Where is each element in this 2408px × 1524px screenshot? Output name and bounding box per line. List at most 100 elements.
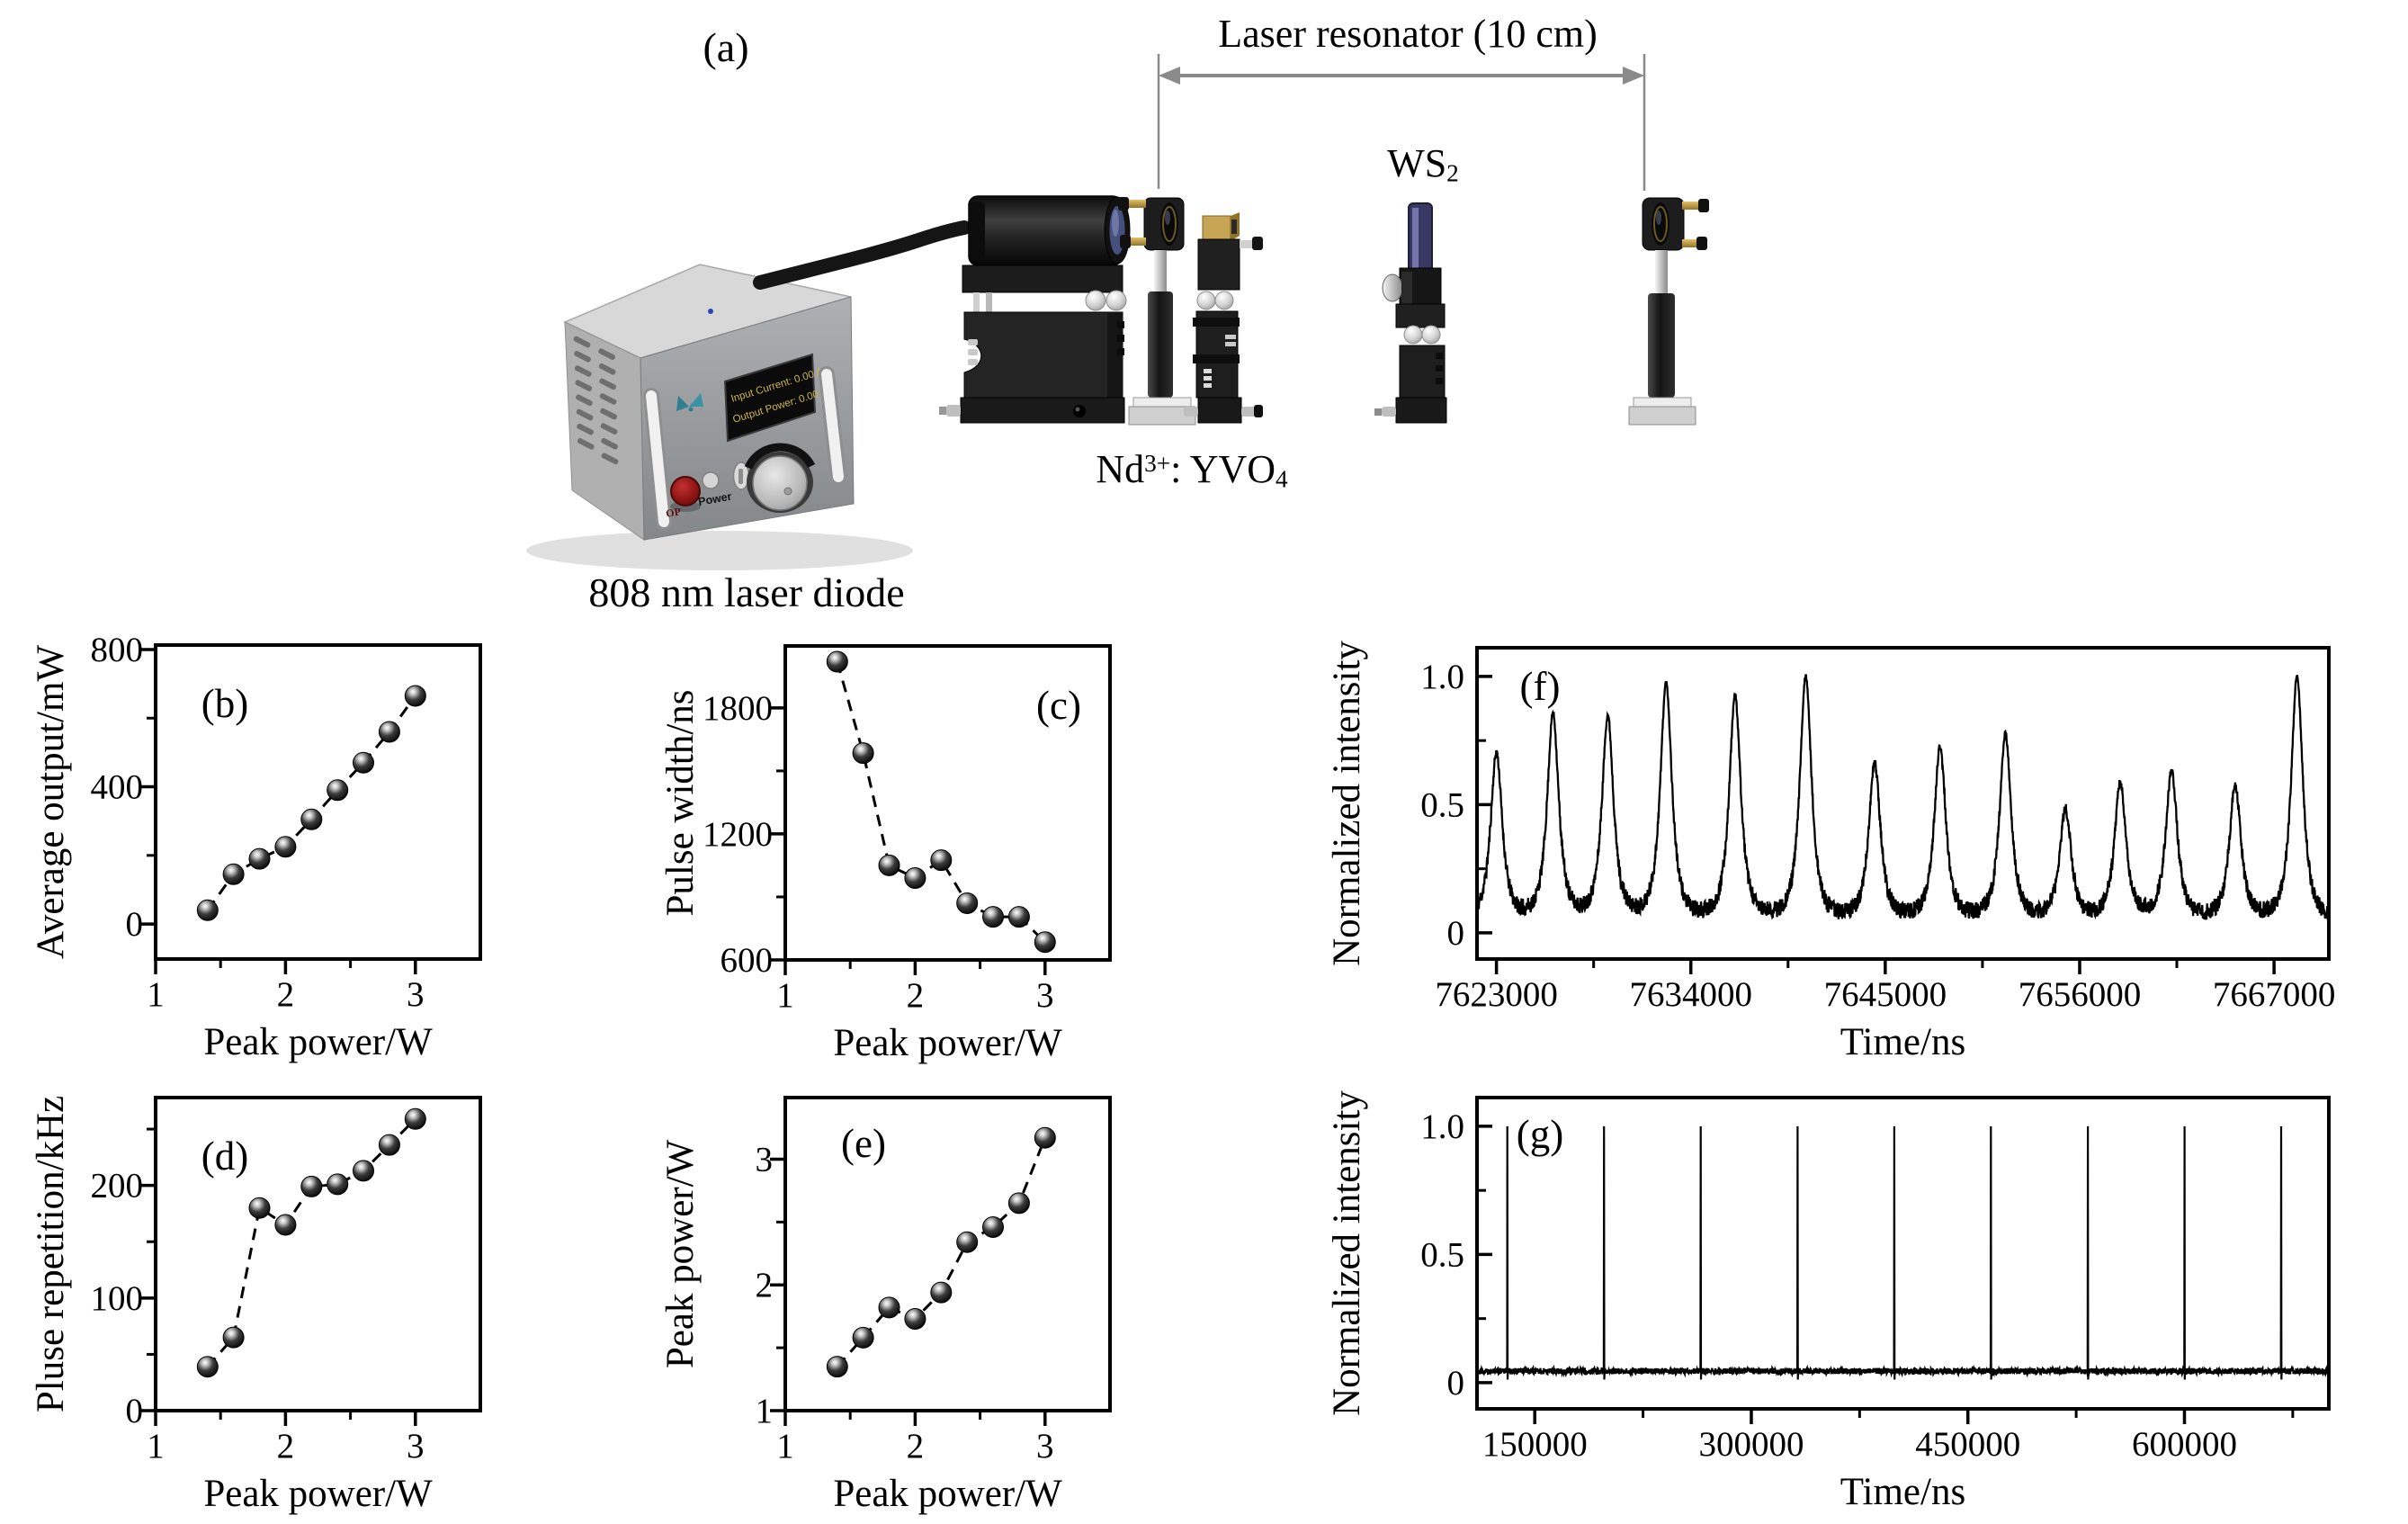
resonator-dimension-arrow <box>1157 54 1646 191</box>
data-line <box>836 661 1046 944</box>
ws2-mount <box>1374 202 1447 424</box>
y-axis-label: Normalized intensity <box>1326 1090 1368 1416</box>
data-point <box>982 906 1004 928</box>
data-point <box>982 1216 1004 1238</box>
pulse-train-trace <box>1475 674 2331 920</box>
input-mirror-mount <box>1118 197 1196 426</box>
data-point <box>852 1326 874 1349</box>
y-tick-label: 0 <box>126 1392 144 1430</box>
y-tick-label: 0 <box>1447 1364 1465 1403</box>
chart-panel-c: 1 2 3 600 1200 1800 (c) Peak power/W Pulse width… <box>659 644 1112 1064</box>
data-point <box>1007 906 1030 928</box>
y-axis-label: Normalized intensity <box>1326 641 1368 966</box>
data-point <box>1007 1192 1030 1215</box>
y-tick-label: 0.5 <box>1420 785 1464 824</box>
data-point <box>826 650 848 673</box>
plot-frame <box>1475 1096 2331 1411</box>
nd-label-sub: 4 <box>1276 465 1288 493</box>
data-point <box>904 867 926 889</box>
y-tick-label: 1800 <box>703 689 773 728</box>
resonator-label: Laser resonator (10 cm) <box>1218 12 1598 56</box>
data-point <box>404 1107 426 1130</box>
data-point <box>930 849 953 872</box>
plot-frame <box>783 1096 1112 1412</box>
y-tick-label: 1.0 <box>1420 658 1464 696</box>
x-axis-label: Peak power/W <box>833 1022 1062 1064</box>
vent-slots <box>573 336 619 465</box>
x-tick-label: 7667000 <box>2213 975 2336 1014</box>
data-point <box>1034 1126 1056 1149</box>
panel-letter: (e) <box>841 1121 886 1166</box>
y-tick-label: 400 <box>91 768 144 807</box>
x-tick-label: 3 <box>1036 1427 1054 1466</box>
x-axis-label: Peak power/W <box>203 1473 433 1515</box>
data-point <box>300 1175 323 1197</box>
laser-head <box>939 195 1131 424</box>
data-point <box>196 1356 219 1378</box>
x-tick-label: 2 <box>907 976 925 1015</box>
current-knob <box>744 443 816 513</box>
x-tick-label: 1 <box>147 975 165 1014</box>
nd-yvo4-label: Nd3+: YVO4 <box>1096 446 1287 494</box>
panel-letter: (g) <box>1517 1112 1563 1157</box>
setup-diagram: Input Current: 0.00 A Output Power: 0.00… <box>526 54 1709 570</box>
x-tick-label: 7656000 <box>2019 975 2142 1014</box>
x-tick-label: 2 <box>277 1427 295 1466</box>
y-tick-label: 800 <box>91 631 144 669</box>
data-point <box>222 863 245 885</box>
ws2-label-sub: 2 <box>1446 159 1459 187</box>
data-point <box>956 892 979 914</box>
x-axis-label: Peak power/W <box>833 1473 1062 1515</box>
data-point <box>300 808 323 830</box>
data-point <box>826 1356 848 1378</box>
x-tick-label: 7634000 <box>1629 975 1752 1014</box>
nd-label-sup: 3+ <box>1144 450 1171 478</box>
data-point <box>196 899 219 921</box>
box-shadow <box>526 531 913 570</box>
data-point <box>1034 931 1056 954</box>
brand-logo-icon <box>676 393 703 412</box>
x-tick-label: 7645000 <box>1824 975 1947 1014</box>
x-axis-label: Time/ns <box>1840 1021 1965 1063</box>
data-point <box>327 779 349 802</box>
data-point <box>248 847 271 870</box>
x-tick-label: 1 <box>776 1427 794 1466</box>
laser-diode-driver: Input Current: 0.00 A Output Power: 0.00… <box>526 264 913 570</box>
y-tick-label: 0.5 <box>1420 1235 1464 1274</box>
y-tick-label: 200 <box>91 1167 144 1206</box>
x-tick-label: 450000 <box>1915 1425 2020 1464</box>
data-point <box>248 1197 271 1219</box>
plot-frame <box>154 1096 482 1412</box>
x-tick-label: 7623000 <box>1435 975 1558 1014</box>
data-point <box>378 1134 400 1156</box>
data-point <box>852 742 874 765</box>
x-tick-label: 1 <box>776 976 794 1015</box>
y-tick-label: 1.0 <box>1420 1107 1464 1146</box>
y-axis-label: Pluse repetition/kHz <box>30 1096 72 1412</box>
stop-button-label: OP <box>665 505 682 520</box>
x-tick-label: 2 <box>907 1427 925 1466</box>
data-point <box>274 836 297 858</box>
data-point <box>353 751 374 774</box>
y-tick-label: 1200 <box>703 815 773 854</box>
y-tick-label: 1 <box>756 1392 774 1430</box>
small-round-button <box>702 471 720 489</box>
fiber-cable <box>753 220 971 290</box>
nd-label-mid: : YVO <box>1170 447 1276 491</box>
chart-panel-f: 7623000 7634000 7645000 7656000 7667000 0 0.5 1… <box>1326 641 2335 1063</box>
y-tick-label: 0 <box>1447 914 1465 953</box>
data-point <box>274 1214 297 1236</box>
panel-letter: (d) <box>201 1134 248 1179</box>
chart-panel-b: 1 2 3 0 400 800 (b) Peak power/W Average output/… <box>30 631 482 1063</box>
x-tick-label: 2 <box>277 975 295 1014</box>
y-axis-label: Average output/mW <box>30 645 72 959</box>
top-marker-dot <box>708 309 713 314</box>
data-point <box>353 1160 374 1182</box>
x-axis-label: Peak power/W <box>203 1021 433 1063</box>
data-point <box>878 854 900 876</box>
front-handles <box>643 366 846 530</box>
data-point <box>930 1281 953 1304</box>
x-tick-label: 300000 <box>1698 1425 1804 1464</box>
plot-frame <box>1475 646 2331 961</box>
